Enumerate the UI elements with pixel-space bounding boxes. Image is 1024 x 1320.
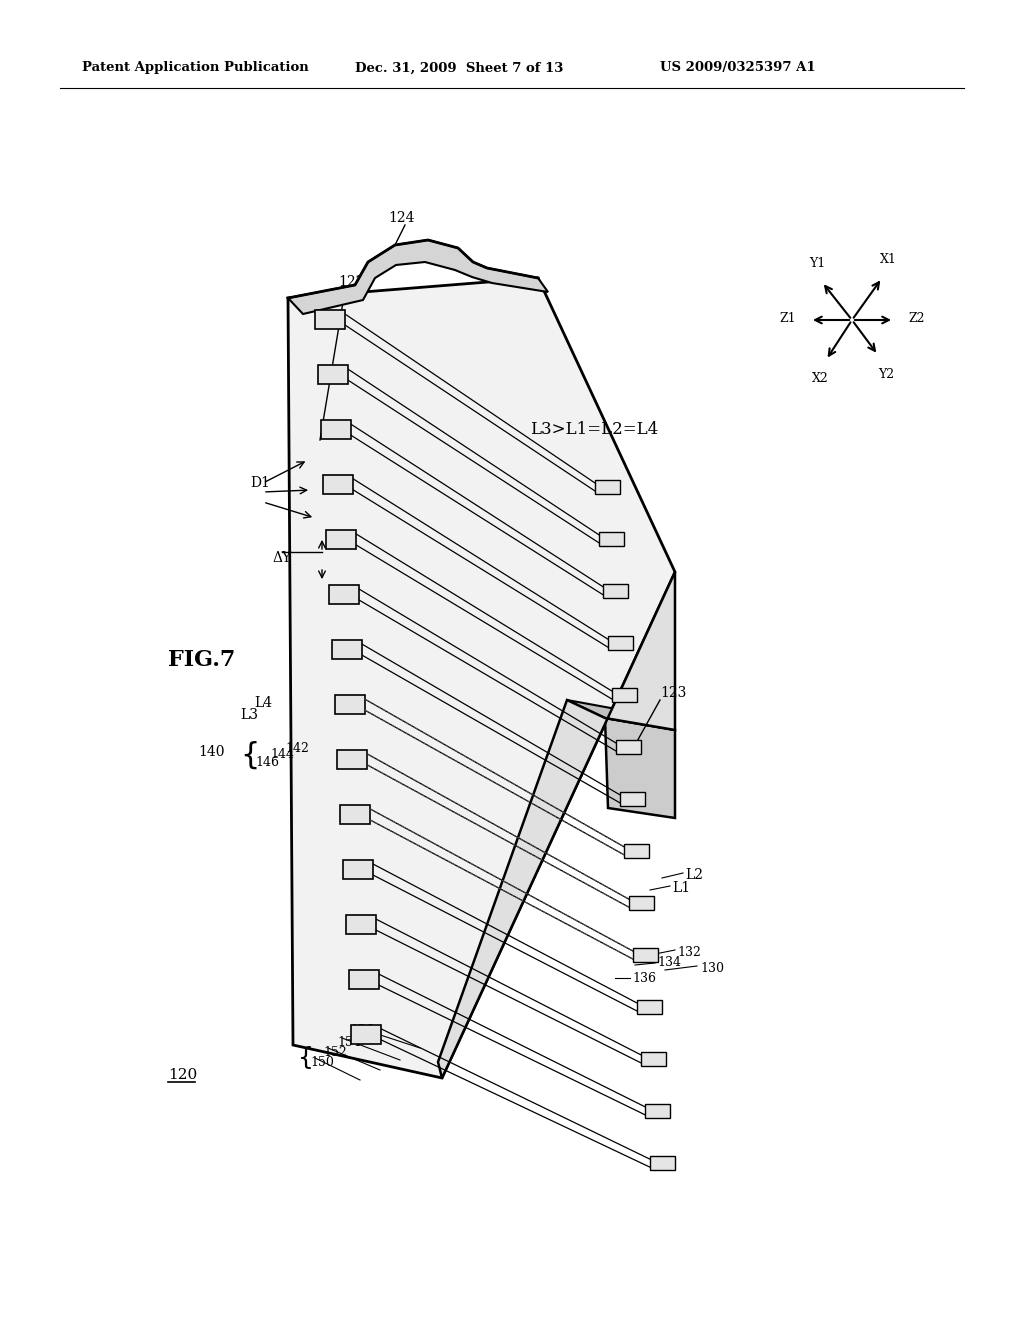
Text: 146: 146 [255, 755, 279, 768]
Text: 136: 136 [632, 972, 656, 985]
Polygon shape [605, 718, 675, 818]
Polygon shape [616, 741, 641, 754]
Text: 120: 120 [168, 1068, 198, 1082]
Text: 144: 144 [270, 748, 294, 762]
Text: Z2: Z2 [908, 312, 925, 325]
Polygon shape [335, 696, 365, 714]
Polygon shape [343, 861, 373, 879]
Text: ΔY: ΔY [272, 550, 291, 565]
Polygon shape [599, 532, 625, 546]
Polygon shape [625, 843, 649, 858]
Polygon shape [332, 640, 361, 659]
Text: 134: 134 [657, 957, 681, 969]
Text: X2: X2 [812, 372, 828, 385]
Text: {: { [240, 741, 259, 770]
Polygon shape [603, 583, 629, 598]
Text: 152: 152 [323, 1045, 347, 1059]
Text: L3>L1=L2=L4: L3>L1=L2=L4 [530, 421, 658, 438]
Text: Dec. 31, 2009  Sheet 7 of 13: Dec. 31, 2009 Sheet 7 of 13 [355, 62, 563, 74]
Polygon shape [288, 240, 548, 314]
Text: 156: 156 [350, 1023, 374, 1036]
Text: D1: D1 [250, 477, 270, 490]
Polygon shape [315, 310, 345, 329]
Text: 122: 122 [338, 275, 365, 289]
Text: 132: 132 [677, 945, 700, 958]
Text: L4: L4 [254, 696, 272, 710]
Text: 154: 154 [337, 1035, 360, 1048]
Polygon shape [633, 948, 657, 962]
Polygon shape [607, 636, 633, 649]
Polygon shape [637, 1001, 662, 1014]
Polygon shape [348, 970, 379, 989]
Text: FIG.7: FIG.7 [168, 649, 236, 671]
Polygon shape [337, 750, 368, 770]
Polygon shape [340, 805, 371, 824]
Text: US 2009/0325397 A1: US 2009/0325397 A1 [660, 62, 816, 74]
Polygon shape [438, 572, 675, 1078]
Text: Patent Application Publication: Patent Application Publication [82, 62, 309, 74]
Text: X1: X1 [880, 253, 896, 267]
Text: 123: 123 [660, 686, 686, 700]
Text: 150: 150 [310, 1056, 334, 1068]
Polygon shape [629, 896, 653, 909]
Polygon shape [621, 792, 645, 807]
Polygon shape [649, 1156, 675, 1170]
Text: 142: 142 [285, 742, 309, 755]
Polygon shape [324, 475, 353, 494]
Polygon shape [351, 1026, 381, 1044]
Polygon shape [346, 915, 376, 935]
Polygon shape [567, 700, 675, 730]
Text: L2: L2 [685, 869, 703, 882]
Polygon shape [611, 688, 637, 702]
Text: L1: L1 [672, 880, 690, 895]
Text: {: { [298, 1045, 314, 1071]
Text: L3: L3 [240, 708, 258, 722]
Text: 140: 140 [199, 744, 225, 759]
Polygon shape [317, 366, 348, 384]
Polygon shape [645, 1104, 671, 1118]
Text: Z1: Z1 [779, 312, 796, 325]
Polygon shape [595, 480, 620, 494]
Polygon shape [641, 1052, 667, 1067]
Polygon shape [327, 531, 356, 549]
Text: Y1: Y1 [809, 257, 825, 271]
Text: Y2: Y2 [878, 368, 894, 381]
Polygon shape [288, 279, 675, 1078]
Text: 124: 124 [388, 211, 415, 224]
Polygon shape [329, 585, 359, 605]
Polygon shape [321, 420, 350, 440]
Text: 130: 130 [700, 961, 724, 974]
